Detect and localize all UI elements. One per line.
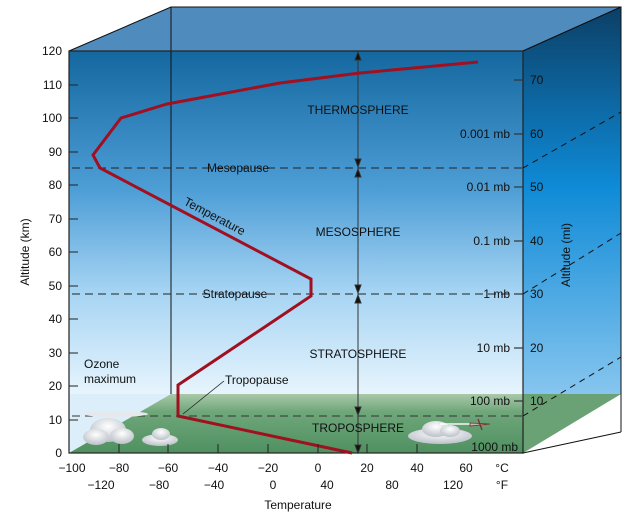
ozone-label-line1: Ozone xyxy=(84,357,120,371)
stratosphere-label: STRATOSPHERE xyxy=(310,347,407,361)
mi-tick-40: 40 xyxy=(530,234,544,248)
mesopause-label: Mesopause xyxy=(207,161,269,175)
f-tick--80: −80 xyxy=(149,478,170,492)
y-tick-120: 120 xyxy=(42,44,62,58)
f-tick--120: −120 xyxy=(87,478,114,492)
c-tick--80: −80 xyxy=(109,461,130,475)
side-bottom-edge xyxy=(522,431,622,454)
y-tick-70: 70 xyxy=(49,212,63,226)
mi-tick-10: 10 xyxy=(530,394,544,408)
f-tick-0: 0 xyxy=(270,478,277,492)
c-tick--100: −100 xyxy=(58,461,85,475)
thunderstorm-cloud-icon xyxy=(82,411,148,445)
y-tick-100: 100 xyxy=(42,111,62,125)
celsius-unit: °C xyxy=(495,461,509,475)
y-tick-60: 60 xyxy=(49,245,63,259)
f-tick-80: 80 xyxy=(385,478,399,492)
mi-tick-50: 50 xyxy=(530,180,544,194)
troposphere-label: TROPOSPHERE xyxy=(312,421,404,435)
layer-arrows xyxy=(354,50,362,455)
c-tick--40: −40 xyxy=(208,461,229,475)
c-tick-20: 20 xyxy=(360,461,374,475)
stratopause-label: Stratopause xyxy=(203,287,268,301)
c-tick--60: −60 xyxy=(158,461,179,475)
y-tick-80: 80 xyxy=(49,178,63,192)
mi-tick-30: 30 xyxy=(530,287,544,301)
side-ground-wedge xyxy=(523,394,621,453)
left-axis-title: Altitude (km) xyxy=(18,218,32,285)
y-tick-10: 10 xyxy=(49,413,63,427)
pressure-0.001mb: 0.001 mb xyxy=(460,127,510,141)
left-axis-ticks xyxy=(69,50,78,421)
pressure-1mb: 1 mb xyxy=(483,287,510,301)
bottom-axis-ticks xyxy=(118,444,418,453)
f-tick--40: −40 xyxy=(204,478,225,492)
tropopause-label: Tropopause xyxy=(225,373,289,387)
bottom-axis-title: Temperature xyxy=(264,498,332,512)
thermosphere-label: THERMOSPHERE xyxy=(307,103,408,117)
airplane-icon xyxy=(440,418,491,431)
y-tick-50: 50 xyxy=(49,279,63,293)
temperature-curve xyxy=(91,60,479,455)
y-tick-20: 20 xyxy=(49,379,63,393)
pressure-10mb: 10 mb xyxy=(477,341,511,355)
pressure-100mb: 100 mb xyxy=(470,394,510,408)
pressure-0.01mb: 0.01 mb xyxy=(467,180,511,194)
c-tick-0: 0 xyxy=(315,461,322,475)
pressure-labels: 0.001 mb 0.01 mb 0.1 mb 1 mb 10 mb 100 m… xyxy=(460,127,518,454)
f-tick-40: 40 xyxy=(320,478,334,492)
miles-labels: 70 60 50 40 30 20 10 xyxy=(530,73,544,408)
left-axis-labels: 120 110 100 90 80 70 60 50 40 30 20 10 0 xyxy=(42,44,62,460)
pressure-0.1mb: 0.1 mb xyxy=(473,234,510,248)
right-axis-title: Altitude (mi) xyxy=(559,223,573,287)
box-front-face xyxy=(69,51,523,453)
ozone-label-line2: maximum xyxy=(84,372,136,386)
y-tick-110: 110 xyxy=(43,78,62,92)
pressure-1000mb: 1000 mb xyxy=(471,440,518,454)
celsius-labels: −100 −80 −60 −40 −20 0 20 40 60 °C xyxy=(58,461,509,475)
fahrenheit-labels: −120 −80 −40 0 40 80 120 °F xyxy=(87,478,508,492)
c-tick-40: 40 xyxy=(410,461,424,475)
side-dash-2 xyxy=(522,232,622,295)
mi-tick-70: 70 xyxy=(530,73,544,87)
mi-tick-20: 20 xyxy=(530,341,544,355)
f-tick-120: 120 xyxy=(443,478,463,492)
c-tick-60: 60 xyxy=(459,461,473,475)
side-dash-1 xyxy=(522,111,622,169)
c-tick--20: −20 xyxy=(258,461,279,475)
y-tick-30: 30 xyxy=(49,346,63,360)
right-axis-ticks xyxy=(514,79,523,402)
fahrenheit-unit: °F xyxy=(496,478,508,492)
y-tick-40: 40 xyxy=(49,312,63,326)
side-dash-3 xyxy=(522,356,622,417)
cumulus-cloud-icon xyxy=(142,428,178,446)
tropopause-leader-line xyxy=(182,380,225,415)
mi-tick-60: 60 xyxy=(530,127,544,141)
mesosphere-label: MESOSPHERE xyxy=(316,225,401,239)
y-tick-90: 90 xyxy=(49,145,63,159)
y-tick-0: 0 xyxy=(55,446,62,460)
